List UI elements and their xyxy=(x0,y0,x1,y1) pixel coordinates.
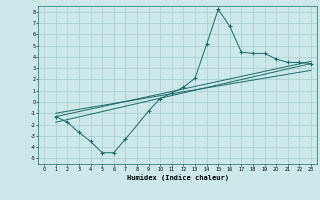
X-axis label: Humidex (Indice chaleur): Humidex (Indice chaleur) xyxy=(127,174,228,181)
